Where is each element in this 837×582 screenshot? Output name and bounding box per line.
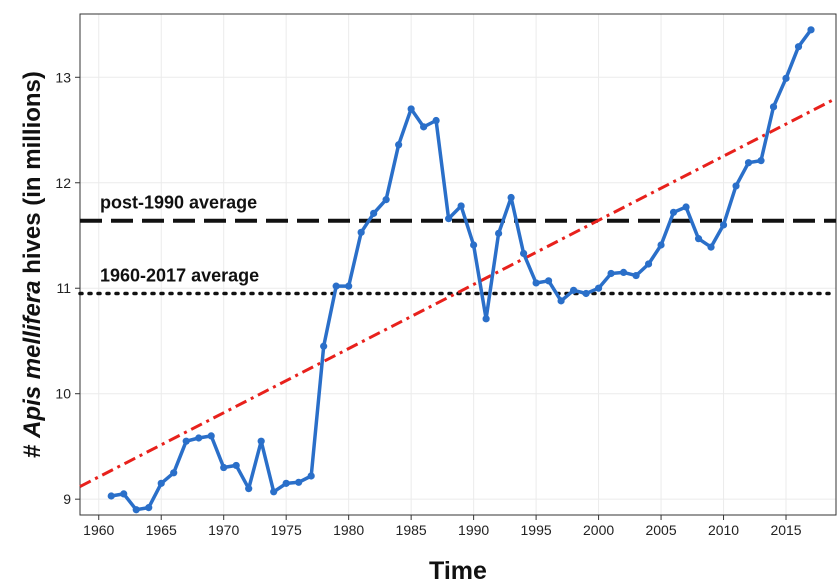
data-point bbox=[794, 43, 803, 51]
data-point bbox=[332, 282, 340, 290]
data-point bbox=[744, 159, 753, 167]
y-axis-ticks: 9 10 11 12 13 bbox=[55, 69, 80, 507]
data-point bbox=[569, 286, 578, 294]
x-tick-label: 2000 bbox=[583, 522, 614, 538]
y-axis-title-prefix: # bbox=[19, 438, 46, 458]
data-point bbox=[782, 74, 790, 82]
data-point bbox=[707, 243, 715, 251]
x-tick-label: 1985 bbox=[396, 522, 427, 538]
y-tick-label: 10 bbox=[55, 386, 71, 402]
data-point bbox=[532, 279, 540, 287]
data-point bbox=[520, 249, 528, 258]
data-point bbox=[270, 488, 278, 496]
data-point bbox=[320, 342, 328, 350]
y-tick-label: 12 bbox=[55, 175, 71, 191]
data-point bbox=[619, 268, 628, 277]
data-point bbox=[282, 479, 290, 487]
data-point bbox=[345, 282, 353, 290]
data-point bbox=[482, 315, 490, 323]
x-axis-ticks: 1960 1965 1970 1975 1980 1985 1990 1995 2000 2005… bbox=[83, 515, 802, 538]
data-point bbox=[607, 269, 615, 278]
data-point bbox=[657, 241, 665, 249]
data-point bbox=[694, 235, 703, 243]
reference-line-label: 1960-2017 average bbox=[100, 266, 259, 286]
data-point bbox=[257, 437, 265, 445]
data-point bbox=[295, 478, 303, 486]
data-point bbox=[557, 297, 565, 305]
data-point bbox=[644, 260, 653, 268]
data-point bbox=[245, 485, 253, 493]
data-point bbox=[544, 277, 553, 285]
data-point bbox=[307, 472, 315, 480]
data-point bbox=[682, 203, 690, 211]
data-point bbox=[807, 26, 815, 34]
x-tick-label: 2005 bbox=[645, 522, 676, 538]
x-tick-label: 1960 bbox=[83, 522, 114, 538]
plot-area bbox=[79, 13, 837, 516]
y-axis-title: # Apis mellifera hives (in millions) bbox=[19, 71, 46, 458]
data-point bbox=[757, 157, 765, 165]
data-point bbox=[669, 208, 678, 216]
trend-line bbox=[79, 97, 837, 488]
data-point bbox=[445, 215, 453, 223]
x-tick-label: 1970 bbox=[208, 522, 239, 538]
data-point bbox=[157, 479, 165, 487]
data-point bbox=[207, 432, 215, 440]
data-point bbox=[432, 116, 440, 125]
grid bbox=[80, 14, 836, 515]
data-point bbox=[507, 193, 515, 202]
data-point bbox=[357, 228, 365, 236]
data-point bbox=[719, 221, 728, 229]
x-tick-label: 1965 bbox=[146, 522, 177, 538]
data-point bbox=[457, 202, 465, 210]
data-point bbox=[769, 103, 778, 111]
data-point bbox=[732, 182, 740, 190]
data-point bbox=[370, 209, 378, 217]
data-point bbox=[594, 284, 603, 292]
data-point bbox=[195, 434, 203, 442]
data-point bbox=[632, 271, 640, 280]
data-point bbox=[420, 123, 428, 131]
y-tick-label: 9 bbox=[63, 491, 71, 507]
reference-lines: post-1990 average 1960-2017 average bbox=[78, 193, 837, 296]
data-point bbox=[182, 437, 190, 445]
data-points bbox=[107, 26, 815, 514]
data-point bbox=[582, 289, 590, 298]
x-axis-title: Time bbox=[429, 557, 487, 582]
x-tick-label: 1980 bbox=[333, 522, 364, 538]
data-point bbox=[132, 506, 140, 514]
data-point bbox=[382, 196, 390, 204]
data-point bbox=[220, 463, 228, 472]
x-tick-label: 2010 bbox=[708, 522, 739, 538]
x-tick-label: 1995 bbox=[521, 522, 552, 538]
y-tick-label: 11 bbox=[56, 280, 71, 296]
y-tick-label: 13 bbox=[55, 69, 71, 85]
y-axis-title-species: Apis mellifera bbox=[19, 280, 46, 438]
data-point bbox=[407, 105, 415, 113]
data-point bbox=[395, 141, 403, 149]
data-point bbox=[495, 229, 503, 237]
data-point bbox=[470, 241, 478, 249]
data-point bbox=[107, 492, 115, 500]
data-point bbox=[170, 469, 178, 477]
data-point bbox=[120, 490, 128, 498]
y-axis-title-suffix: hives (in millions) bbox=[19, 71, 46, 280]
x-tick-label: 1990 bbox=[458, 522, 489, 538]
x-tick-label: 2015 bbox=[770, 522, 801, 538]
data-point bbox=[232, 461, 240, 470]
data-point bbox=[145, 504, 153, 512]
x-tick-label: 1975 bbox=[271, 522, 302, 538]
reference-line-label: post-1990 average bbox=[100, 193, 257, 213]
